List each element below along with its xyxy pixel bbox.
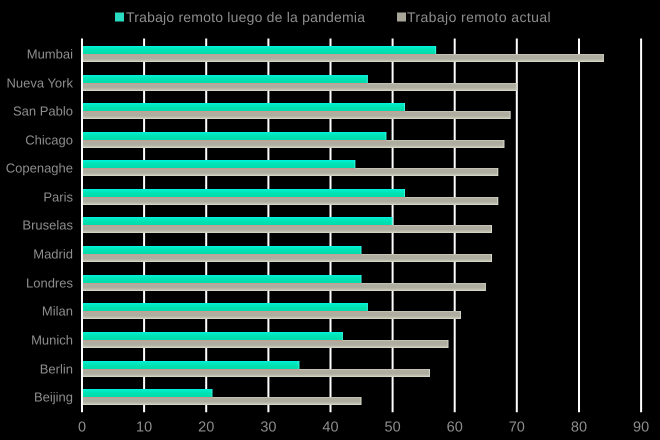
svg-text:Munich: Munich bbox=[31, 333, 73, 348]
svg-text:San Pablo: San Pablo bbox=[13, 104, 73, 119]
svg-text:Chicago: Chicago bbox=[25, 133, 73, 148]
svg-text:Paris: Paris bbox=[43, 190, 73, 205]
svg-text:Copenaghe: Copenaghe bbox=[6, 161, 73, 176]
svg-text:Madrid: Madrid bbox=[33, 247, 73, 262]
svg-text:20: 20 bbox=[198, 420, 214, 436]
svg-text:60: 60 bbox=[447, 420, 463, 436]
svg-text:10: 10 bbox=[136, 420, 152, 436]
svg-text:90: 90 bbox=[633, 420, 649, 436]
svg-text:Mumbai: Mumbai bbox=[27, 47, 73, 62]
svg-text:30: 30 bbox=[260, 420, 276, 436]
svg-text:Bruselas: Bruselas bbox=[22, 218, 73, 233]
svg-text:40: 40 bbox=[322, 420, 338, 436]
svg-text:50: 50 bbox=[385, 420, 401, 436]
svg-text:0: 0 bbox=[78, 420, 86, 436]
svg-text:80: 80 bbox=[571, 420, 587, 436]
svg-text:Trabajo remoto luego de la pan: Trabajo remoto luego de la pandemia bbox=[126, 9, 365, 25]
svg-text:Trabajo remoto actual: Trabajo remoto actual bbox=[407, 9, 551, 25]
svg-text:Nueva York: Nueva York bbox=[7, 76, 74, 91]
svg-text:Berlin: Berlin bbox=[40, 362, 73, 377]
svg-text:Beijing: Beijing bbox=[34, 390, 73, 405]
svg-text:Londres: Londres bbox=[26, 276, 73, 291]
svg-text:Milan: Milan bbox=[42, 304, 73, 319]
svg-text:70: 70 bbox=[509, 420, 525, 436]
